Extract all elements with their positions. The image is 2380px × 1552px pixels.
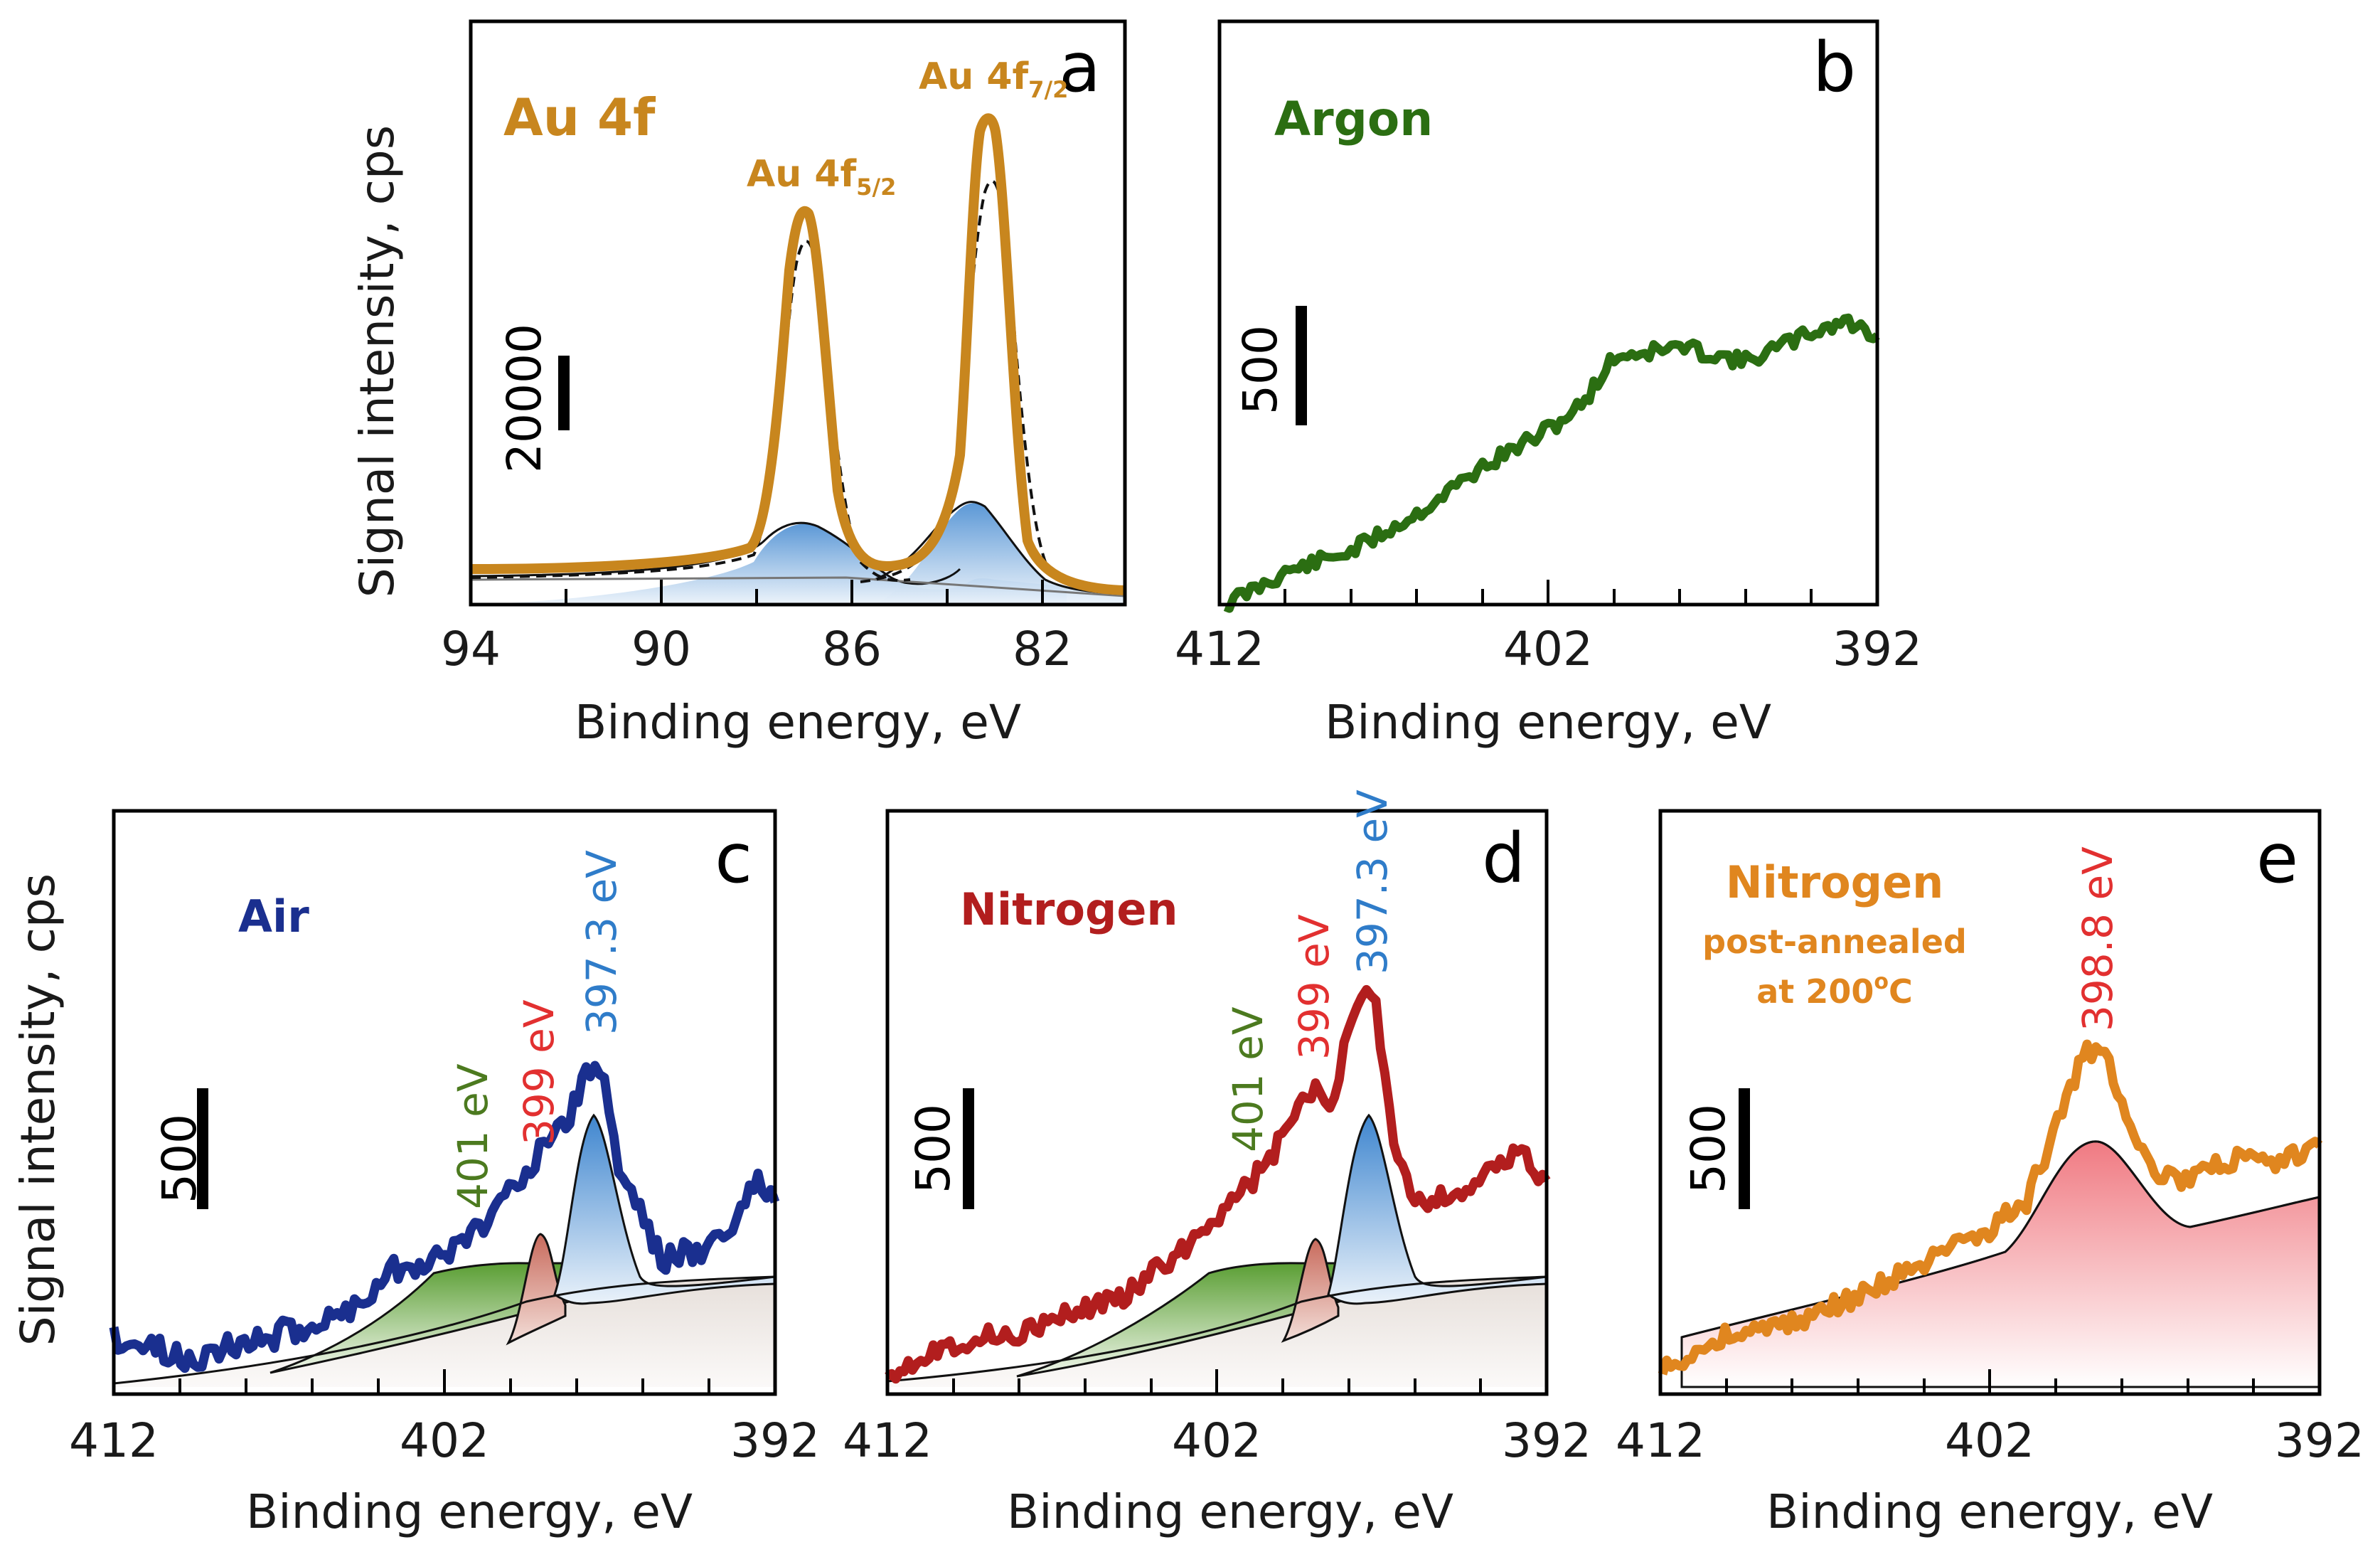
panel-d-label-401: 401 eV: [1224, 1006, 1272, 1152]
panel-c-component-401: [270, 1262, 570, 1374]
panel-d-title: Nitrogen: [960, 883, 1178, 935]
panel-d-component-401: [1016, 1262, 1345, 1378]
panel-c-ticks: [112, 1369, 777, 1394]
panel-b-scale-label: 500: [1233, 325, 1288, 415]
panel-c-component-399: [506, 1233, 567, 1346]
panel-a-tick-82: 82: [1013, 622, 1072, 676]
panel-a-background-line: [470, 576, 1126, 597]
panel-c-label-401: 401 eV: [449, 1063, 497, 1209]
panel-c-xlabel: Binding energy, eV: [246, 1484, 693, 1539]
panel-c-tick-392: 392: [730, 1413, 820, 1468]
panel-d-xlabel: Binding energy, eV: [1007, 1484, 1453, 1539]
panel-a-component-7-2: [875, 503, 1125, 605]
panel-e-xlabel: Binding energy, eV: [1766, 1484, 2213, 1539]
panel-c-data-curve: [109, 1061, 780, 1373]
panel-b-data-curve: [1223, 313, 1880, 613]
panel-e-tick-402: 402: [1945, 1413, 2034, 1468]
panel-a-tick-94: 94: [441, 622, 501, 676]
panel-c-title: Air: [238, 891, 309, 942]
panel-c-letter: c: [715, 819, 752, 898]
panel-d-ticks: [886, 1369, 1548, 1394]
panel-b-ticks: [1218, 580, 1879, 605]
panel-c-label-397: 397.3 eV: [577, 850, 626, 1035]
panel-c: 412 402 392 Binding energy, eV c Air 401…: [69, 809, 820, 1539]
panel-b-letter: b: [1813, 28, 1856, 107]
panel-d-tick-392: 392: [1502, 1413, 1591, 1468]
panel-e: 412 402 392 Binding energy, eV e Nitroge…: [1616, 809, 2364, 1539]
panel-e-label-398: 398.8 eV: [2074, 846, 2122, 1031]
panel-c-baseline: [113, 1275, 776, 1385]
panel-d-component-399: [1281, 1238, 1340, 1343]
panel-c-label-399: 399 eV: [515, 999, 563, 1145]
panel-c-tick-412: 412: [69, 1413, 159, 1468]
panel-e-tick-412: 412: [1616, 1413, 1705, 1468]
panel-a-dashed-5-2: [470, 240, 911, 582]
panel-a-dashed-7-2: [860, 179, 1126, 595]
panel-b-tick-412: 412: [1175, 622, 1264, 676]
panel-a-fills: [471, 503, 1125, 605]
panel-a-peak-label-5-2: Au 4f5/2: [747, 153, 896, 201]
panel-a-component-7-2-line: [874, 501, 1126, 595]
panel-b-tick-402: 402: [1503, 622, 1593, 676]
panel-a-envelope-lines: [470, 179, 1126, 597]
panel-d-label-397: 397.3 eV: [1348, 790, 1397, 974]
panel-a: 94 90 86 82 Binding energy, eV a Au 4f A…: [441, 19, 1127, 750]
panel-b-tick-392: 392: [1832, 622, 1922, 676]
panel-e-subtitle-1: post-annealed: [1702, 923, 1967, 961]
panel-a-ticks: [469, 580, 1044, 605]
y-axis-title-bottom: Signal intensity, cps: [11, 873, 65, 1346]
y-axis-title-top: Signal intensity, cps: [350, 125, 405, 597]
panel-d-baseline: [887, 1275, 1547, 1383]
panel-d-label-399: 399 eV: [1290, 914, 1338, 1060]
panel-d-tick-402: 402: [1172, 1413, 1261, 1468]
panel-b: 412 402 392 Binding energy, eV b Argon 5…: [1175, 19, 1922, 750]
panel-d-tick-412: 412: [843, 1413, 932, 1468]
panel-d: 412 402 392 Binding energy, eV d Nitroge…: [843, 790, 1591, 1539]
panel-e-scale-label: 500: [1681, 1104, 1736, 1194]
panel-e-subtitle-2: at 200oC: [1756, 969, 1912, 1011]
panel-a-letter: a: [1059, 28, 1101, 107]
panel-e-tick-392: 392: [2275, 1413, 2364, 1468]
panel-a-xlabel: Binding energy, eV: [575, 695, 1021, 750]
panel-a-data-curve: [470, 113, 1126, 595]
panel-c-tick-402: 402: [400, 1413, 489, 1468]
panel-a-peak-label-7-2: Au 4f7/2: [919, 55, 1068, 103]
panel-e-component-398: [1680, 1140, 2321, 1388]
panel-a-frame: [469, 19, 1127, 607]
panel-e-ticks: [1659, 1369, 2321, 1394]
panel-d-scale-label: 500: [906, 1104, 961, 1194]
panel-b-title: Argon: [1274, 92, 1433, 147]
panel-a-scale-label: 20000: [497, 324, 552, 473]
panel-e-title: Nitrogen: [1726, 856, 1944, 908]
panel-e-data-curve: [1658, 1039, 2323, 1376]
panel-a-title: Au 4f: [503, 87, 656, 147]
panel-d-data-curve: [885, 984, 1551, 1384]
panel-a-tick-90: 90: [631, 622, 691, 676]
panel-e-letter: e: [2256, 819, 2298, 898]
panel-c-scale-label: 500: [152, 1114, 207, 1203]
panel-d-letter: d: [1482, 819, 1525, 898]
panel-a-component-5-2: [471, 523, 1067, 605]
panel-b-xlabel: Binding energy, eV: [1325, 695, 1771, 750]
panel-a-tick-86: 86: [822, 622, 882, 676]
